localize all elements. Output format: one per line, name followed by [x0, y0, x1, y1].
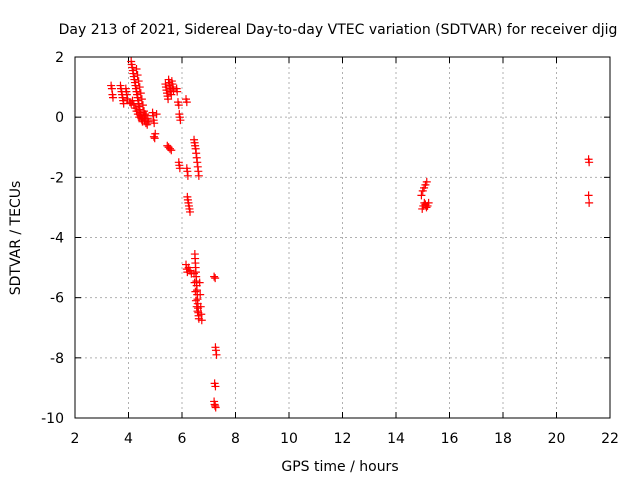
data-point — [167, 90, 176, 99]
x-tick-label: 6 — [178, 431, 187, 447]
data-point — [422, 203, 431, 212]
x-axis-label: GPS time / hours — [281, 459, 398, 475]
data-point — [173, 87, 182, 96]
x-tick-label: 20 — [548, 431, 566, 447]
data-point — [196, 302, 205, 311]
data-point — [212, 350, 221, 359]
data-point — [197, 316, 206, 325]
y-tick-label: -6 — [50, 291, 64, 307]
data-point — [196, 290, 205, 299]
data-point — [585, 198, 594, 207]
x-tick-label: 4 — [124, 431, 133, 447]
data-point — [136, 89, 145, 98]
data-point — [191, 296, 200, 305]
data-point — [186, 207, 195, 216]
grid-lines — [75, 57, 610, 418]
data-point — [151, 129, 160, 138]
y-tick-label: 2 — [55, 50, 64, 66]
data-point — [183, 171, 192, 180]
data-point — [211, 403, 220, 412]
data-point — [211, 382, 220, 391]
data-point — [422, 177, 431, 186]
y-tick-label: -8 — [50, 351, 64, 367]
x-tick-label: 18 — [494, 431, 512, 447]
data-point — [165, 144, 174, 153]
data-point — [424, 198, 433, 207]
data-point — [135, 83, 144, 92]
data-point — [175, 164, 184, 173]
data-point — [167, 146, 176, 155]
data-point — [150, 119, 159, 128]
data-points — [107, 57, 594, 412]
data-point — [191, 287, 200, 296]
data-point — [144, 117, 153, 126]
data-point — [137, 95, 146, 104]
data-point — [132, 65, 141, 74]
x-tick-label: 2 — [71, 431, 80, 447]
data-point — [190, 269, 199, 278]
data-point — [164, 95, 173, 104]
data-point — [210, 272, 219, 281]
x-tick-label: 22 — [601, 431, 619, 447]
data-point — [194, 171, 203, 180]
data-point — [417, 191, 426, 200]
data-point — [176, 116, 185, 125]
data-point — [182, 98, 191, 107]
plot-frame — [74, 56, 611, 419]
x-tick-label: 10 — [280, 431, 298, 447]
y-tick-label: -10 — [41, 411, 64, 427]
data-point — [138, 101, 147, 110]
data-point — [108, 93, 117, 102]
x-tick-label: 8 — [231, 431, 240, 447]
data-point — [152, 110, 161, 119]
data-point — [134, 77, 143, 86]
x-tick-label: 14 — [387, 431, 405, 447]
data-point — [195, 278, 204, 287]
data-point — [141, 110, 150, 119]
data-point — [211, 274, 220, 283]
data-point — [584, 191, 593, 200]
x-tick-label: 12 — [334, 431, 352, 447]
data-point — [119, 99, 128, 108]
data-point — [585, 158, 594, 167]
y-tick-label: -2 — [50, 170, 64, 186]
y-tick-label: -4 — [50, 231, 64, 247]
y-tick-label: 0 — [55, 110, 64, 126]
data-point — [128, 96, 137, 105]
data-point — [133, 71, 142, 80]
x-tick-label: 16 — [441, 431, 459, 447]
y-axis-label: SDTVAR / TECUs — [8, 181, 24, 296]
data-point — [174, 101, 183, 110]
chart-title: Day 213 of 2021, Sidereal Day-to-day VTE… — [59, 22, 618, 38]
